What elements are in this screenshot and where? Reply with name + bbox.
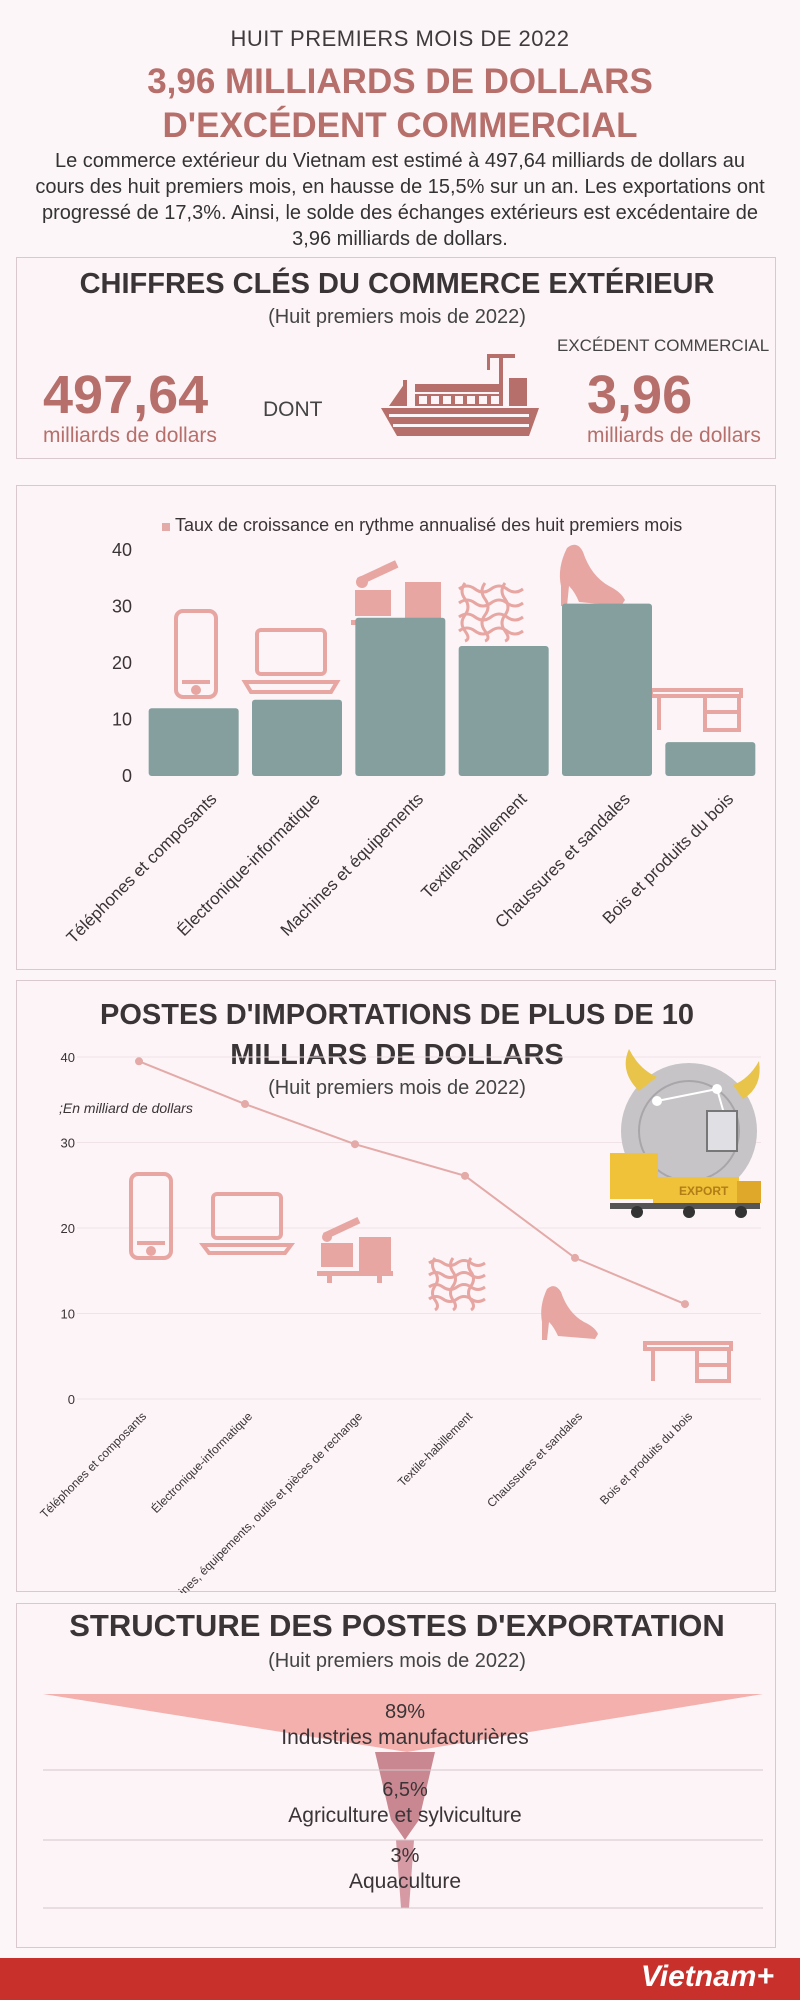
funnel-label-2: Agriculture et sylviculture <box>288 1804 521 1827</box>
imports-point <box>461 1171 469 1180</box>
growth-bar <box>252 699 342 776</box>
footer-bar: Vietnam+ <box>0 1958 800 2000</box>
machinery-icon <box>317 1216 393 1283</box>
dont-label: DONT <box>263 398 323 421</box>
export-structure-title: STRUCTURE DES POSTES D'EXPORTATION <box>69 1608 725 1643</box>
growth-bar <box>458 646 549 776</box>
growth-bars <box>148 603 756 776</box>
export-structure-panel: STRUCTURE DES POSTES D'EXPORTATION (Huit… <box>16 1603 776 1948</box>
export-funnel-chart: 89% Industries manufacturières 6,5% Agri… <box>43 1694 763 1909</box>
growth-legend: Taux de croissance en rythme annualisé d… <box>175 515 682 535</box>
funnel-label-1: Industries manufacturières <box>281 1726 528 1749</box>
export-truck-illustration: EXPORT <box>610 1049 761 1218</box>
funnel-pct-2: 6,5% <box>382 1779 428 1801</box>
imports-x-tick-label: Bois et produits du bois <box>597 1409 695 1507</box>
imports-y-tick-label: 30 <box>61 1136 75 1151</box>
total-trade-value: 497,64 <box>43 365 209 425</box>
imports-point <box>241 1100 249 1109</box>
imports-title: POSTES D'IMPORTATIONS DE PLUS DE 10 MILL… <box>17 995 777 1075</box>
imports-y-tick-label: 20 <box>61 1221 75 1236</box>
imports-subtitle: (Huit premiers mois de 2022) <box>268 1077 526 1099</box>
key-figures-panel: CHIFFRES CLÉS DU COMMERCE EXTÉRIEUR (Hui… <box>16 257 776 459</box>
intro-text: Le commerce extérieur du Vietnam est est… <box>35 150 765 250</box>
funnel-pct-1: 89% <box>385 1701 425 1723</box>
textile-icon <box>458 582 524 643</box>
funnel-pct-3: 3% <box>391 1845 420 1867</box>
imports-line-series <box>135 1057 689 1309</box>
high-heel-shoe-icon <box>559 544 625 606</box>
funnel-segment-agriculture <box>375 1752 435 1840</box>
surplus-label: EXCÉDENT COMMERCIAL <box>557 336 770 355</box>
textile-icon <box>428 1257 486 1312</box>
vietnamplus-logo: Vietnam+ <box>640 1960 774 1993</box>
imports-point <box>571 1253 579 1262</box>
imports-x-tick-label: Électronique-informatique <box>148 1408 256 1516</box>
header-kicker: HUIT PREMIERS MOIS DE 2022 <box>230 26 570 51</box>
imports-point <box>135 1057 143 1066</box>
imports-point <box>351 1140 359 1149</box>
imports-title-line-2: MILLIARS DE DOLLARS <box>230 1039 564 1071</box>
growth-bar <box>665 742 756 776</box>
phone-icon <box>129 1172 173 1260</box>
imports-x-tick-label: Textile-habillement <box>395 1409 476 1490</box>
desk-icon <box>643 1341 733 1383</box>
growth-x-tick-label: Textile-habillement <box>418 789 531 902</box>
imports-x-tick-label: Chaussures et sandales <box>484 1409 585 1510</box>
laptop-icon <box>241 628 341 694</box>
growth-y-tick-label: 30 <box>112 597 132 617</box>
key-figures-title: CHIFFRES CLÉS DU COMMERCE EXTÉRIEUR <box>79 268 715 300</box>
growth-y-tick-label: 40 <box>112 540 132 560</box>
funnel-segment-aquaculture <box>396 1840 414 1908</box>
imports-y-tick-label: 40 <box>61 1050 75 1065</box>
export-structure-subtitle: (Huit premiers mois de 2022) <box>268 1650 526 1672</box>
growth-y-axis: 0 10 20 30 40 <box>112 540 132 786</box>
phone-icon <box>174 609 218 699</box>
high-heel-shoe-icon <box>541 1286 598 1340</box>
desk-icon <box>649 688 743 732</box>
key-figures-subtitle: (Huit premiers mois de 2022) <box>268 306 526 328</box>
legend-swatch <box>162 523 170 531</box>
funnel-label-3: Aquaculture <box>349 1870 461 1893</box>
headline-line-2: D'EXCÉDENT COMMERCIAL <box>162 106 638 145</box>
truck-export-text: EXPORT <box>679 1184 729 1198</box>
total-trade-unit: milliards de dollars <box>43 424 217 447</box>
funnel-segment-manufacturing <box>43 1694 763 1752</box>
imports-panel: POSTES D'IMPORTATIONS DE PLUS DE 10 MILL… <box>16 980 777 1593</box>
growth-y-tick-label: 20 <box>112 653 132 673</box>
growth-bar <box>562 603 652 776</box>
growth-panel: Taux de croissance en rythme annualisé d… <box>16 485 776 970</box>
imports-y-tick-label: 0 <box>68 1392 75 1407</box>
imports-unit-note: ;En milliard de dollars <box>59 1100 193 1116</box>
imports-title-line-1: POSTES D'IMPORTATIONS DE PLUS DE 10 <box>100 999 694 1031</box>
imports-y-tick-label: 10 <box>61 1307 75 1322</box>
growth-x-labels: Téléphones et composantsÉlectronique-inf… <box>63 789 737 947</box>
headline: 3,96 MILLIARDS DE DOLLARS D'EXCÉDENT COM… <box>0 60 800 148</box>
growth-bar-chart: Taux de croissance en rythme annualisé d… <box>63 515 756 947</box>
growth-bar <box>355 617 446 776</box>
laptop-icon <box>199 1192 295 1255</box>
headline-line-1: 3,96 MILLIARDS DE DOLLARS <box>147 62 653 101</box>
cargo-ship-icon <box>381 354 539 436</box>
growth-bar <box>148 708 239 776</box>
surplus-unit: milliards de dollars <box>587 424 761 447</box>
imports-point <box>681 1300 689 1309</box>
imports-line-chart: ;En milliard de dollars 0 10 20 30 40 <box>37 1049 761 1593</box>
imports-x-tick-label: Téléphones et composants <box>37 1409 149 1521</box>
surplus-value: 3,96 <box>587 365 693 425</box>
imports-x-labels: Téléphones et composants Électronique-inf… <box>37 1408 695 1593</box>
imports-x-tick-label: Machines, équipements, outils et pièces … <box>155 1409 365 1593</box>
growth-y-tick-label: 0 <box>122 766 132 786</box>
growth-y-tick-label: 10 <box>112 710 132 730</box>
imports-line <box>138 1060 686 1306</box>
